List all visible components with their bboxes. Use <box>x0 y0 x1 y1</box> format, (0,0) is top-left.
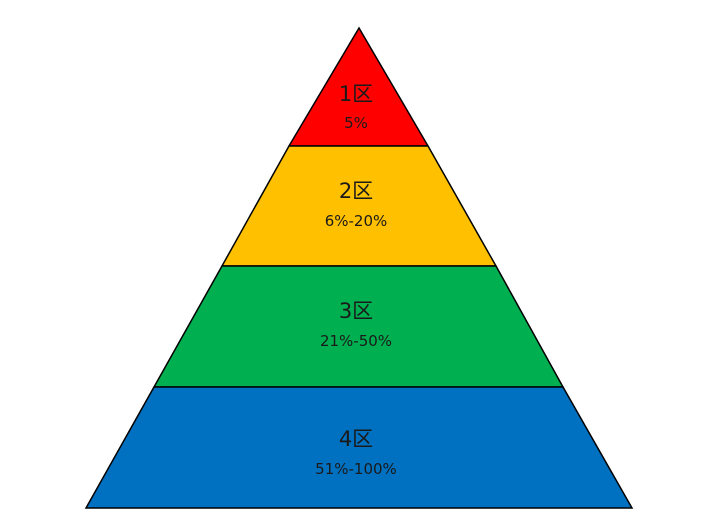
tier-4-shape <box>84 386 634 509</box>
tier-3-label: 3区 <box>339 299 373 323</box>
tier-2-label: 2区 <box>339 179 373 203</box>
tier-4-range: 51%-100% <box>315 460 397 478</box>
tier-1-range: 5% <box>344 114 368 132</box>
tier-3-range: 21%-50% <box>320 332 392 350</box>
tier-2-range: 6%-20% <box>325 212 388 230</box>
tier-3-shape <box>152 265 565 388</box>
tier-4-label: 4区 <box>339 427 373 451</box>
tier-2-shape <box>220 145 498 267</box>
tier-1-label: 1区 <box>339 82 373 106</box>
